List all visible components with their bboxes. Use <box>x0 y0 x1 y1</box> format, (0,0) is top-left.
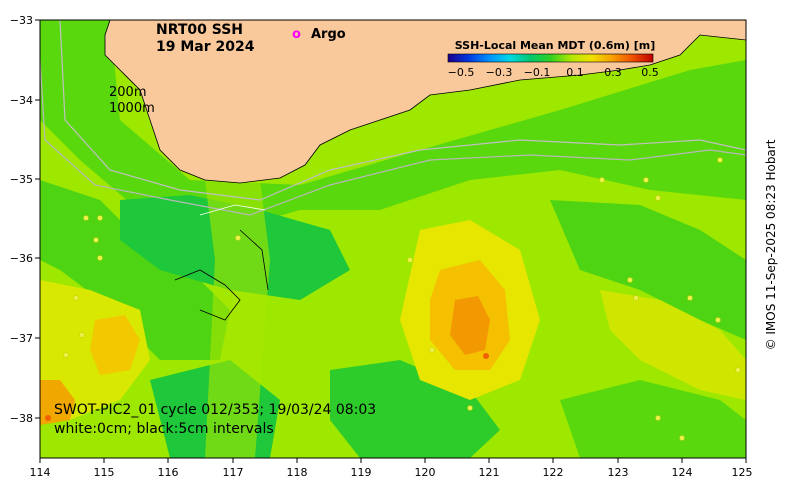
y-axis <box>35 19 40 419</box>
y-tick-label: −33 <box>10 14 33 27</box>
y-tick-label: −34 <box>10 94 33 107</box>
y-tick-label: −36 <box>10 252 33 265</box>
argo-float <box>735 367 741 373</box>
argo-float <box>715 317 721 323</box>
argo-float <box>429 347 435 353</box>
argo-float <box>655 195 661 201</box>
x-tick-label: 122 <box>543 466 564 479</box>
swot-annotation-line2: white:0cm; black:5cm intervals <box>54 421 274 437</box>
colorbar-tick: −0.3 <box>486 66 513 79</box>
colorbar-tick: −0.5 <box>448 66 475 79</box>
orange-west-ring <box>90 315 140 375</box>
argo-float <box>467 405 473 411</box>
x-tick-label: 120 <box>415 466 436 479</box>
argo-float <box>679 435 685 441</box>
x-tick-label: 123 <box>608 466 629 479</box>
argo-float <box>633 295 639 301</box>
x-tick-label: 114 <box>30 466 51 479</box>
ssh-contour-black <box>174 269 241 321</box>
depth-label-1000m: 1000m <box>109 101 155 116</box>
orange-central-core <box>450 296 490 355</box>
depth-label-200m: 200m <box>109 85 146 100</box>
argo-float <box>627 277 633 283</box>
argo-legend-label: Argo <box>311 27 346 42</box>
green-south-patch <box>330 360 500 458</box>
argo-float <box>235 235 241 241</box>
colorbar-title: SSH-Local Mean MDT (0.6m) [m] <box>455 39 655 52</box>
x-tick-label: 121 <box>479 466 500 479</box>
argo-float <box>407 257 413 263</box>
swot-swath <box>205 180 270 458</box>
colorbar-tick: −0.1 <box>524 66 551 79</box>
colorbar-ramp <box>447 53 654 63</box>
map-title-product: NRT00 SSH <box>156 22 243 38</box>
y-tick-label: −35 <box>10 173 33 186</box>
colorbar-tick: 0.1 <box>566 66 584 79</box>
x-tick-label: 116 <box>158 466 179 479</box>
imos-credit: © IMOS 11-Sep-2025 08:23 Hobart <box>764 139 778 351</box>
argo-float-highlight <box>45 415 51 421</box>
map-title-date: 19 Mar 2024 <box>156 39 255 55</box>
argo-float <box>97 215 103 221</box>
x-tick-label: 124 <box>672 466 693 479</box>
y-tick-label: −37 <box>10 332 33 345</box>
x-tick-labels: 114 115 116 117 118 119 120 121 122 123 … <box>30 466 753 479</box>
x-tick-label: 119 <box>351 466 372 479</box>
argo-float <box>655 415 661 421</box>
green-right-patch <box>550 200 746 340</box>
argo-float <box>79 332 85 338</box>
argo-float <box>643 177 649 183</box>
argo-float <box>73 295 79 301</box>
yellow-east-patch <box>600 290 746 400</box>
ssh-field <box>40 20 746 458</box>
contour-1000m <box>40 59 746 216</box>
y-tick-label: −38 <box>10 412 33 425</box>
argo-float <box>717 157 723 163</box>
ssh-contour-black-2 <box>239 229 269 291</box>
plot-frame <box>39 19 747 459</box>
x-tick-label: 117 <box>223 466 244 479</box>
ssh-contour-white <box>199 204 266 216</box>
argo-float <box>63 352 69 358</box>
green-west-patch <box>40 180 230 360</box>
x-axis <box>39 458 747 463</box>
x-tick-label: 115 <box>94 466 115 479</box>
colorbar-tick: 0.3 <box>604 66 622 79</box>
green-se-patch <box>560 380 746 458</box>
colorbar: SSH-Local Mean MDT (0.6m) [m] −0.5 −0.3 … <box>448 39 659 79</box>
x-tick-label: 118 <box>287 466 308 479</box>
argo-float <box>97 255 103 261</box>
x-tick-label: 125 <box>732 466 753 479</box>
argo-float <box>83 215 89 221</box>
swot-annotation-line1: SWOT-PIC2_01 cycle 012/353; 19/03/24 08:… <box>54 402 376 418</box>
argo-float <box>93 237 99 243</box>
argo-legend-marker: o <box>292 27 301 42</box>
argo-float <box>599 177 605 183</box>
colorbar-tick: 0.5 <box>641 66 659 79</box>
argo-float <box>687 295 693 301</box>
y-tick-labels: −33 −34 −35 −36 −37 −38 <box>10 14 33 425</box>
argo-float-highlight <box>483 353 489 359</box>
contour-200m <box>59 20 746 201</box>
orange-west-core <box>40 380 75 425</box>
